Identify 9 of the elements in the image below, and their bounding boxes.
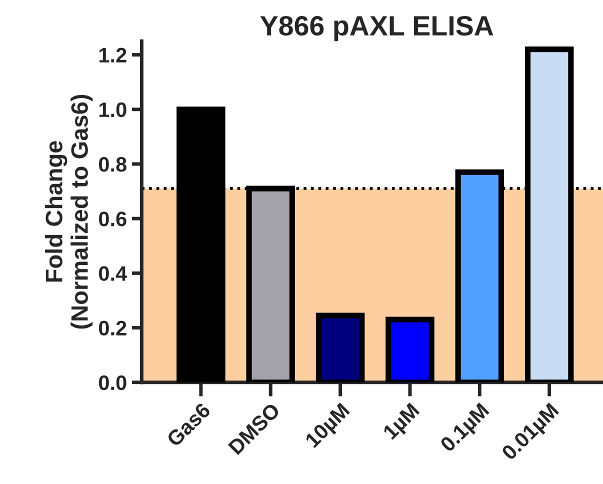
y-tick-label: 0.0: [98, 375, 126, 390]
y-tick-label: 0.2: [98, 320, 126, 336]
y-axis-title: Fold Change (Normalized to Gas6): [45, 94, 93, 329]
y-tick-label: 0.8: [98, 156, 126, 172]
y-tick-label: 1.2: [99, 48, 126, 62]
y-tick-label: 0.4: [98, 266, 128, 281]
chart-title: Y866 pAXL ELISA: [260, 16, 494, 42]
y-tick-label: 1.0: [99, 102, 126, 118]
y-tick-label: 0.6: [98, 212, 126, 226]
